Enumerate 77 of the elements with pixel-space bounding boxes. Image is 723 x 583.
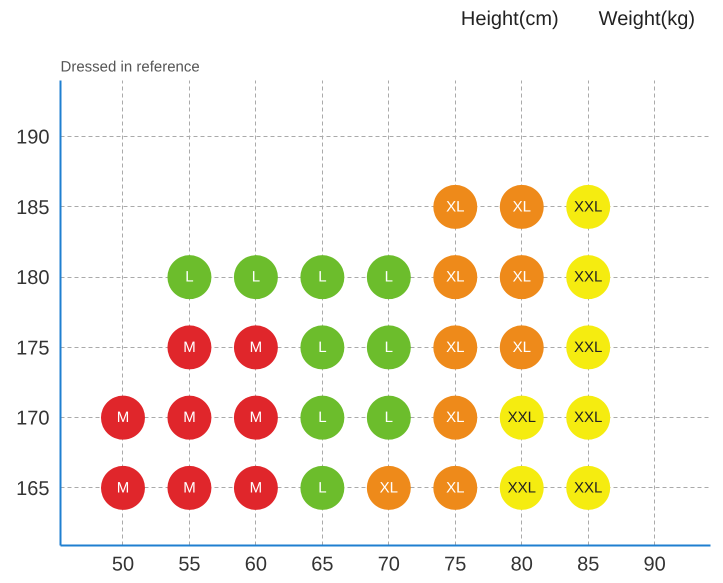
x-tick-label: 55 (178, 554, 201, 576)
point (300, 325, 344, 370)
point (433, 255, 478, 300)
text: L (318, 268, 327, 286)
x-axis-title: Weight(kg) (598, 8, 695, 30)
x-tick-label: 90 (644, 554, 666, 576)
text: L (318, 409, 327, 426)
point (234, 466, 278, 510)
text: XXL (508, 479, 536, 496)
text: M (183, 479, 196, 496)
text: XXL (574, 479, 602, 496)
text: L (384, 338, 393, 356)
text: M (250, 338, 262, 356)
text: M (116, 409, 130, 426)
y-tick-label: 180 (16, 267, 50, 290)
text: L (185, 268, 194, 286)
point (234, 325, 278, 370)
text: XL (512, 338, 531, 356)
x-tick-label: 85 (577, 554, 600, 576)
text: M (250, 479, 262, 496)
point (366, 255, 411, 300)
point (433, 184, 478, 229)
y-tick-label: 185 (16, 196, 50, 219)
text: XL (446, 338, 464, 356)
text: L (384, 268, 393, 286)
x-tick-label: 70 (378, 554, 400, 576)
text: L (384, 409, 393, 426)
text: L (318, 479, 327, 496)
point (100, 396, 145, 440)
series-label: XL (446, 409, 464, 426)
text: XL (512, 268, 531, 286)
point (167, 396, 212, 440)
point (500, 255, 544, 300)
point (234, 255, 278, 300)
point (433, 325, 478, 370)
text: M (183, 338, 196, 356)
x-tick-label: 50 (112, 554, 134, 576)
x-tick-label: 75 (444, 554, 466, 576)
point (433, 396, 478, 440)
point (167, 325, 212, 370)
y-axis-title: Height(cm) (460, 8, 559, 30)
text: XXL (574, 198, 602, 216)
point (433, 466, 478, 510)
x-tick-label: 65 (311, 554, 334, 576)
point (100, 466, 145, 510)
text: XL (512, 198, 531, 216)
point (500, 184, 544, 229)
text: L (252, 268, 260, 286)
chart-title: Dressed in reference (60, 58, 200, 76)
series-label: XXL (574, 409, 602, 426)
y-tick-label: 175 (16, 337, 50, 360)
series-label: L (318, 338, 327, 356)
y-tick-label: 165 (16, 478, 50, 500)
text: XL (380, 479, 398, 496)
text: M (116, 479, 130, 496)
point (366, 396, 411, 440)
point (234, 396, 278, 440)
point (366, 325, 411, 370)
text: XL (446, 268, 464, 286)
point (167, 255, 212, 300)
x-tick-label: 80 (510, 554, 533, 576)
point (300, 396, 344, 440)
x-tick-label: 60 (244, 554, 268, 576)
y-tick-label: 190 (16, 126, 50, 149)
series-label: M (183, 409, 196, 426)
text: XXL (574, 268, 602, 286)
point (167, 466, 212, 510)
text: M (250, 409, 262, 426)
point (500, 325, 544, 370)
text: XL (446, 198, 464, 216)
point (300, 255, 344, 300)
text: XL (446, 479, 464, 496)
point (366, 466, 411, 510)
point (300, 466, 344, 510)
text: XXL (508, 409, 536, 426)
y-tick-label: 170 (16, 408, 50, 430)
text: XXL (574, 338, 602, 356)
